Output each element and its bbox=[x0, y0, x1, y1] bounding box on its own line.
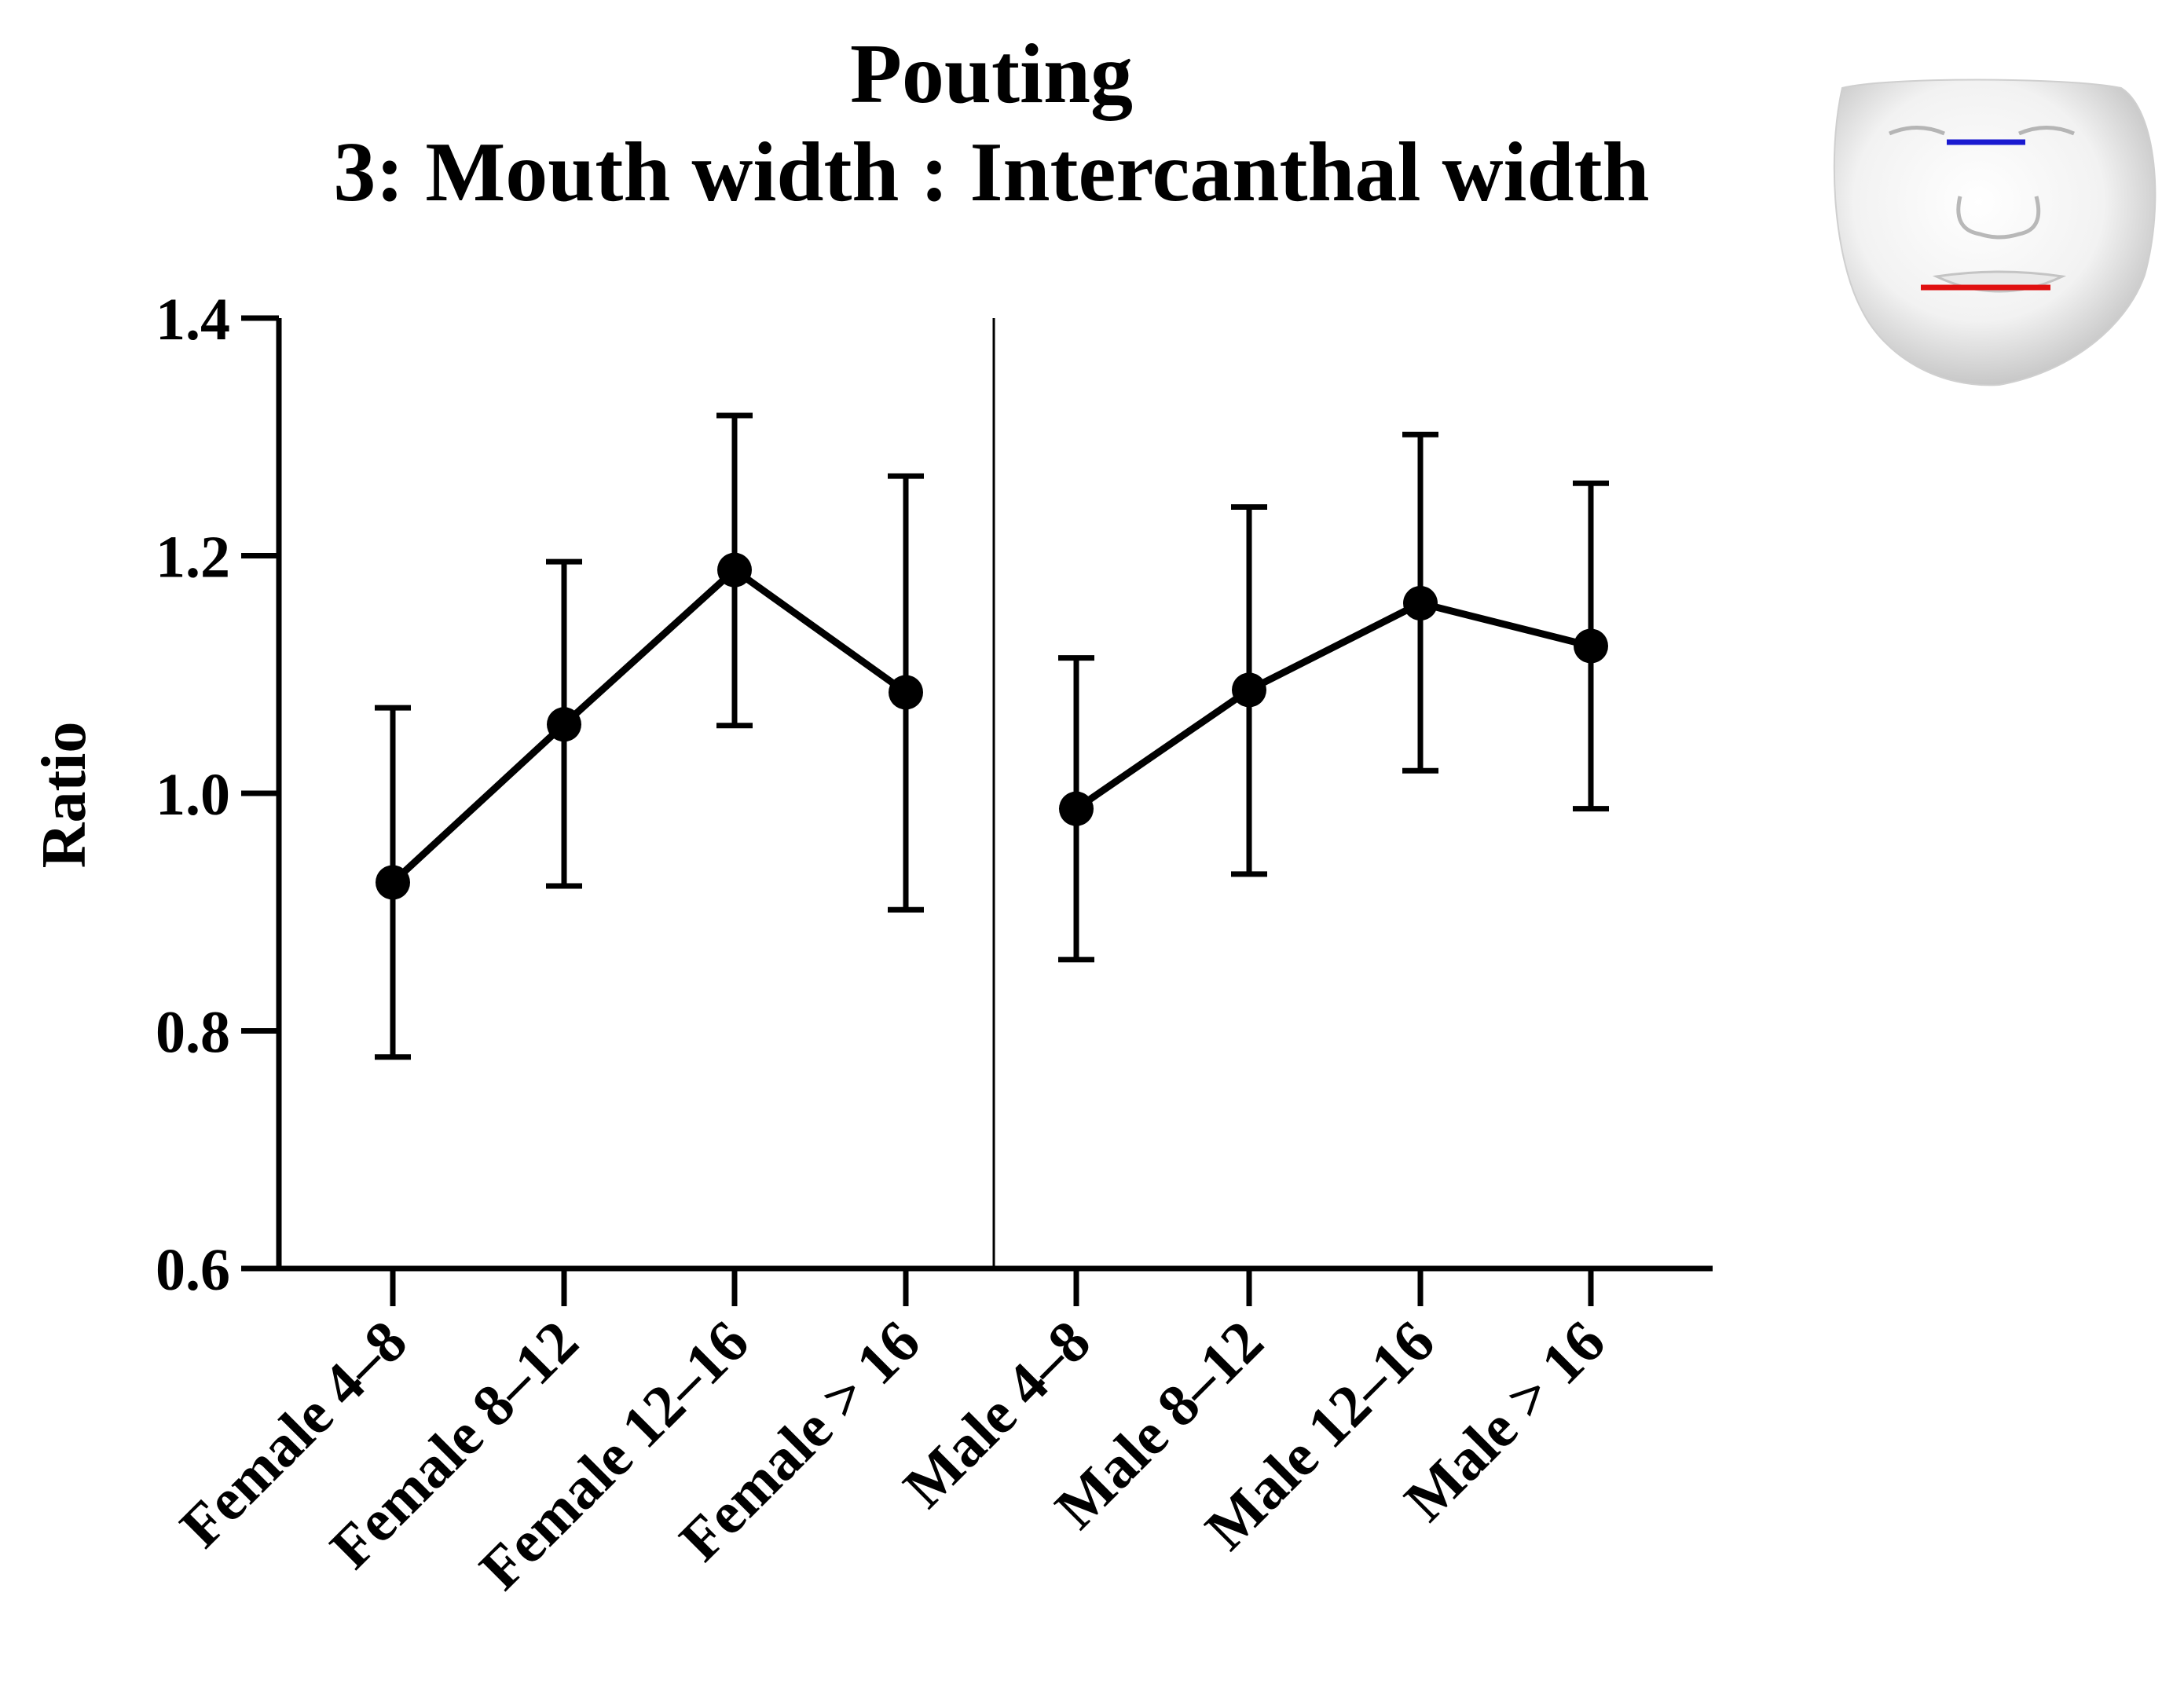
series-line bbox=[1074, 599, 1592, 812]
series-line bbox=[390, 566, 908, 885]
face-nose bbox=[1956, 196, 2041, 240]
chart-subtitle: 3: Mouth width : Intercanthal width bbox=[333, 126, 1649, 219]
face-shape bbox=[1833, 79, 2157, 386]
data-point bbox=[889, 675, 923, 710]
y-tick-label: 0.8 bbox=[156, 1000, 230, 1066]
data-point bbox=[1232, 672, 1266, 708]
y-axis-title: Ratio bbox=[30, 722, 99, 869]
data-point bbox=[547, 707, 581, 742]
data-point bbox=[1403, 586, 1438, 621]
y-tick-label: 1.4 bbox=[156, 287, 230, 353]
y-tick-label: 1.2 bbox=[156, 525, 230, 591]
y-tick-label: 1.0 bbox=[156, 762, 230, 828]
data-point bbox=[376, 865, 410, 900]
data-marks bbox=[375, 412, 1609, 1060]
chart-title: Pouting bbox=[850, 27, 1133, 121]
face-icon bbox=[1833, 79, 2157, 386]
data-point bbox=[717, 552, 752, 588]
face-left-eye bbox=[1889, 126, 1945, 136]
face-right-eye bbox=[2018, 126, 2075, 136]
data-point bbox=[1059, 791, 1094, 826]
data-point bbox=[1574, 628, 1608, 664]
y-tick-label: 0.6 bbox=[156, 1237, 230, 1303]
